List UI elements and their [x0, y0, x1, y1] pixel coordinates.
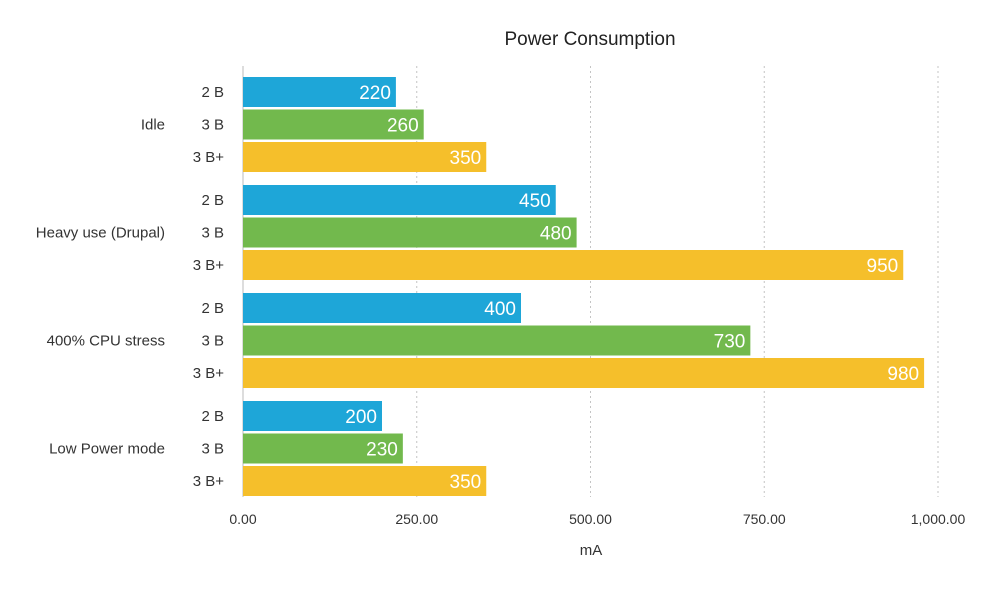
- series-label: 3 B+: [193, 473, 225, 490]
- bar-value-label: 950: [867, 256, 899, 277]
- chart-title: Power Consumption: [504, 29, 675, 50]
- series-label: 3 B+: [193, 257, 225, 274]
- bar-value-label: 230: [366, 440, 398, 461]
- bar: [243, 77, 396, 107]
- x-axis-title: mA: [580, 542, 603, 559]
- series-label: 3 B: [201, 225, 224, 242]
- category-label: Low Power mode: [49, 441, 165, 458]
- x-tick-label: 250.00: [395, 511, 438, 527]
- bar: [243, 433, 403, 464]
- series-labels: 2 B 3 B 3 B+ 2 B 3 B 3 B+ 2 B 3 B 3 B+ 2 B 3 B 3 B+: [193, 84, 225, 490]
- bar-value-label: 730: [714, 332, 746, 353]
- series-label: 3 B: [201, 333, 224, 350]
- series-label: 3 B: [201, 117, 224, 134]
- bar: [243, 185, 556, 215]
- series-label: 2 B: [201, 84, 224, 101]
- bar-value-label: 220: [359, 83, 391, 104]
- x-tick-label: 750.00: [743, 511, 786, 527]
- category-label: Idle: [141, 117, 165, 134]
- bar-value-label: 480: [540, 224, 572, 245]
- bars: [243, 77, 925, 496]
- bar: [243, 142, 487, 172]
- bar: [243, 358, 925, 388]
- bar-value-label: 350: [450, 148, 482, 169]
- bar: [243, 466, 487, 496]
- bar: [243, 401, 382, 431]
- x-tick-label: 1,000.00: [911, 511, 966, 527]
- bar-value-label: 980: [887, 364, 919, 385]
- series-label: 3 B+: [193, 149, 225, 166]
- series-label: 2 B: [201, 300, 224, 317]
- x-axis-ticks: 0.00 250.00 500.00 750.00 1,000.00: [229, 511, 965, 527]
- bar: [243, 217, 577, 248]
- bar: [243, 109, 424, 140]
- series-label: 2 B: [201, 408, 224, 425]
- bar-value-label: 450: [519, 191, 551, 212]
- bar-value-label: 350: [450, 472, 482, 493]
- category-labels: Idle Heavy use (Drupal) 400% CPU stress Low…: [36, 117, 165, 458]
- value-labels: 220 260 350 450 480 950 400 730 980 200 230 350: [345, 83, 919, 493]
- series-label: 3 B+: [193, 365, 225, 382]
- bar-value-label: 400: [484, 299, 516, 320]
- category-label: Heavy use (Drupal): [36, 225, 165, 242]
- bar-value-label: 200: [345, 407, 377, 428]
- series-label: 3 B: [201, 441, 224, 458]
- series-label: 2 B: [201, 192, 224, 209]
- bar: [243, 250, 904, 280]
- bar: [243, 293, 521, 323]
- x-tick-label: 0.00: [229, 511, 256, 527]
- bar-value-label: 260: [387, 116, 419, 137]
- bar: [243, 325, 751, 356]
- x-tick-label: 500.00: [569, 511, 612, 527]
- category-label: 400% CPU stress: [47, 333, 165, 350]
